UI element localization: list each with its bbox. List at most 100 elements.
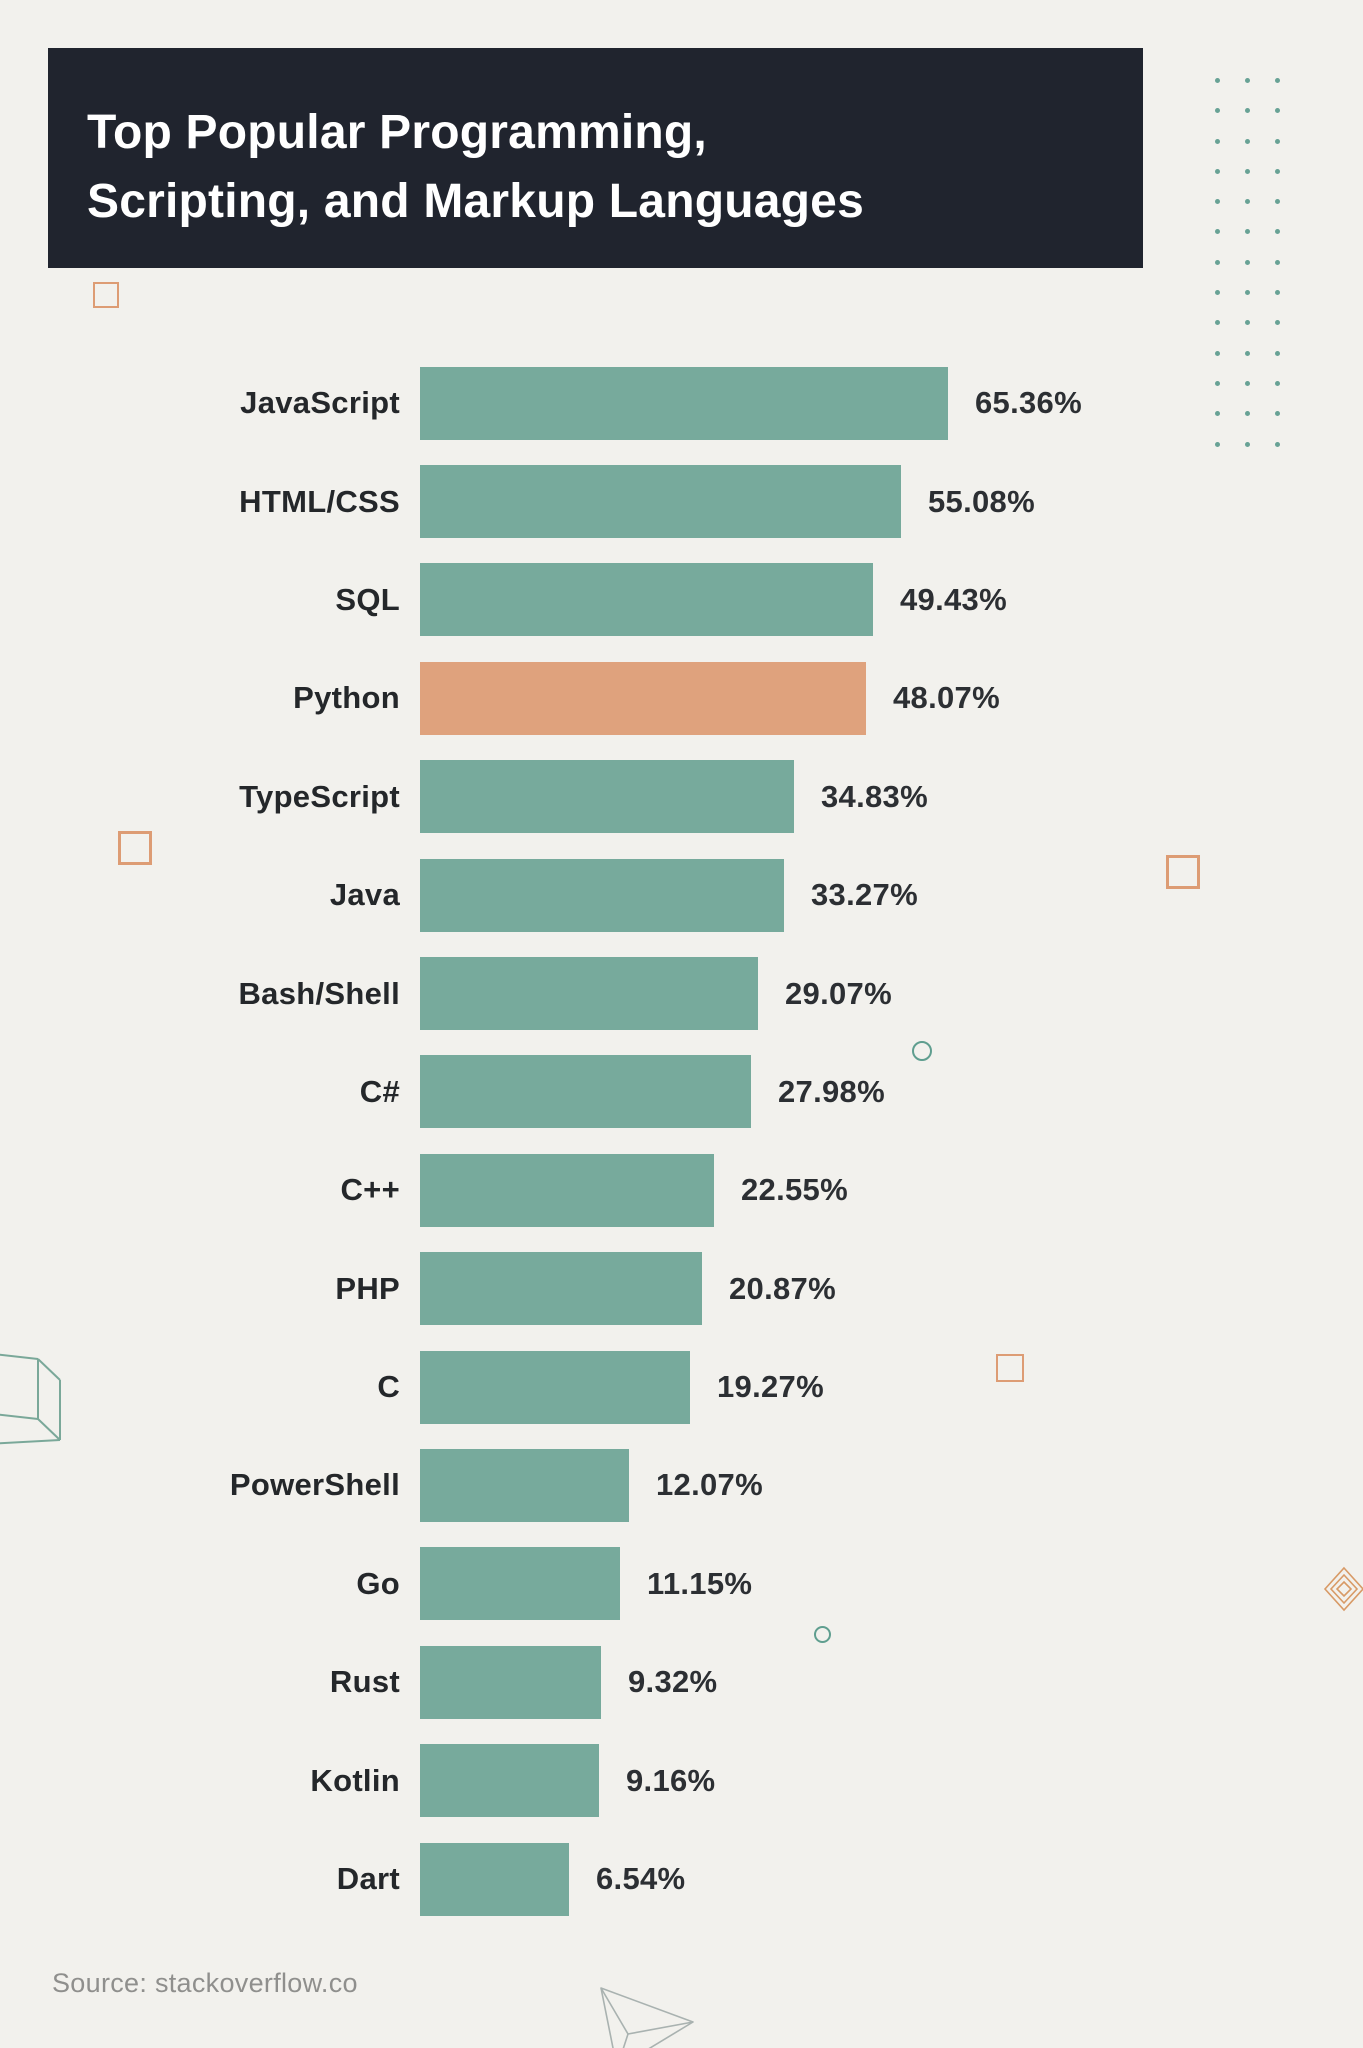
dot (1215, 411, 1220, 417)
value-label: 19.27% (717, 1369, 824, 1405)
square-outline-icon (996, 1354, 1024, 1382)
page-title-line-2: Scripting, and Markup Languages (87, 175, 864, 228)
bar-chart: JavaScript 65.36% HTML/CSS 55.08% SQL 49… (0, 354, 1363, 1928)
dot (1245, 320, 1250, 326)
chart-row: Java 33.27% (0, 846, 1363, 944)
bar (420, 1645, 601, 1719)
language-label: Python (293, 680, 400, 716)
bar (420, 1547, 620, 1621)
language-label: PHP (335, 1270, 400, 1306)
dot (1245, 441, 1250, 447)
chart-row: Go 11.15% (0, 1535, 1363, 1633)
chart-row: PowerShell 12.07% (0, 1436, 1363, 1534)
bar (420, 957, 758, 1031)
dot (1245, 259, 1250, 265)
dot (1275, 380, 1280, 386)
dot (1245, 168, 1250, 174)
language-label: Bash/Shell (238, 975, 400, 1011)
dot (1245, 78, 1250, 83)
value-label: 6.54% (596, 1861, 686, 1897)
square-outline-icon (1166, 855, 1200, 889)
language-label: Kotlin (310, 1762, 400, 1798)
language-label: JavaScript (240, 385, 400, 421)
dot (1245, 138, 1250, 144)
chart-row: TypeScript 34.83% (0, 748, 1363, 846)
dot (1275, 259, 1280, 265)
value-label: 22.55% (741, 1172, 848, 1208)
dot (1275, 168, 1280, 174)
chart-row: HTML/CSS 55.08% (0, 452, 1363, 550)
header-banner: Top Popular Programming, Scripting, and … (48, 48, 1143, 268)
value-label: 20.87% (729, 1270, 836, 1306)
value-label: 9.32% (628, 1664, 718, 1700)
dot (1245, 229, 1250, 235)
dot (1215, 108, 1220, 114)
language-label: Dart (336, 1861, 400, 1897)
bar (420, 1448, 629, 1522)
dot (1275, 138, 1280, 144)
bar (420, 858, 784, 932)
dot (1215, 320, 1220, 326)
dot (1275, 78, 1280, 83)
value-label: 48.07% (893, 680, 1000, 716)
dot (1215, 350, 1220, 356)
page-title-line-1: Top Popular Programming, (87, 106, 707, 159)
dot (1215, 380, 1220, 386)
square-outline-icon (93, 282, 119, 308)
chart-row: Dart 6.54% (0, 1830, 1363, 1928)
language-label: Rust (329, 1664, 400, 1700)
bar (420, 760, 794, 834)
dot-grid-decoration (1215, 78, 1280, 447)
value-label: 27.98% (778, 1073, 885, 1109)
dot (1245, 108, 1250, 114)
value-label: 9.16% (626, 1762, 716, 1798)
language-label: TypeScript (239, 778, 400, 814)
chart-row: Rust 9.32% (0, 1633, 1363, 1731)
dot (1245, 199, 1250, 205)
bar (420, 1153, 714, 1227)
chart-row: SQL 49.43% (0, 551, 1363, 649)
chart-row: Python 48.07% (0, 649, 1363, 747)
dot (1215, 168, 1220, 174)
dot (1215, 290, 1220, 296)
language-label: PowerShell (229, 1467, 400, 1503)
dot (1215, 229, 1220, 235)
bar (420, 1350, 690, 1424)
dot (1275, 199, 1280, 205)
chart-row: JavaScript 65.36% (0, 354, 1363, 452)
value-label: 29.07% (785, 975, 892, 1011)
value-label: 11.15% (647, 1565, 753, 1601)
language-label: Java (329, 877, 400, 913)
bar (420, 366, 948, 440)
bar (420, 661, 866, 735)
language-label: C++ (340, 1172, 400, 1208)
value-label: 65.36% (975, 385, 1082, 421)
paper-plane-icon (600, 1987, 694, 2048)
dot (1245, 380, 1250, 386)
dot (1245, 290, 1250, 296)
value-label: 55.08% (928, 483, 1035, 519)
dot (1215, 138, 1220, 144)
dot (1215, 259, 1220, 265)
dot (1215, 199, 1220, 205)
bar (420, 1252, 702, 1326)
dot (1275, 320, 1280, 326)
dot (1215, 441, 1220, 447)
language-label: C# (359, 1073, 400, 1109)
circle-outline-icon (814, 1626, 831, 1643)
value-label: 34.83% (821, 778, 928, 814)
square-outline-icon (118, 831, 152, 865)
chart-row: C# 27.98% (0, 1043, 1363, 1141)
dot (1245, 350, 1250, 356)
language-label: Go (356, 1565, 400, 1601)
bar (420, 1842, 569, 1916)
chart-row: C++ 22.55% (0, 1141, 1363, 1239)
bar (420, 465, 901, 539)
value-label: 33.27% (811, 877, 918, 913)
dot (1275, 290, 1280, 296)
value-label: 12.07% (656, 1467, 763, 1503)
dot (1275, 411, 1280, 417)
dot (1275, 108, 1280, 114)
circle-outline-icon (912, 1041, 932, 1061)
language-label: C (377, 1369, 400, 1405)
